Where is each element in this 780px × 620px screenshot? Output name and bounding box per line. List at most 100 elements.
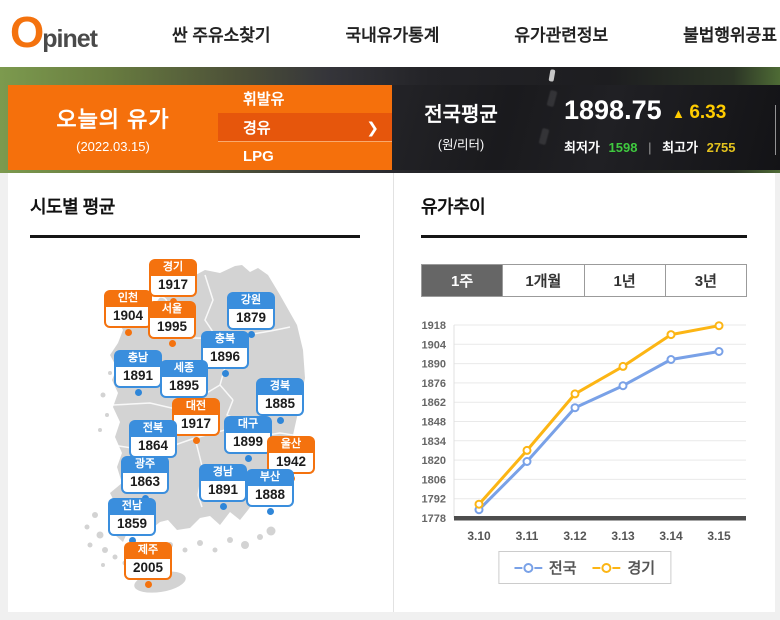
- region-price: 1895: [160, 377, 208, 398]
- region-price: 2005: [124, 559, 172, 580]
- svg-text:3.14: 3.14: [659, 529, 683, 543]
- price-trend-panel: 유가추이 1주 1개월 1년 3년 1918 1904 1890 1876 1862 1848 1…: [393, 173, 775, 612]
- fuel-tab-1[interactable]: 경유 ❯: [218, 112, 392, 142]
- map-region-marker: 부산 1888: [246, 469, 294, 515]
- nav-item-3[interactable]: 불법행위공표: [683, 26, 777, 45]
- legend-item-1: 경기: [592, 557, 655, 578]
- region-name: 경북: [256, 378, 304, 395]
- trend-tab-2[interactable]: 1년: [583, 265, 665, 296]
- trend-tab-0[interactable]: 1주: [422, 265, 503, 296]
- map-pin-dot: [192, 437, 200, 444]
- svg-text:1792: 1792: [422, 494, 446, 506]
- korea-map: 경기 1917 인천 1904 강원 1879 서울 1995 충북 1896 충남 1891 세종 18…: [8, 245, 393, 612]
- map-region-marker: 인천 1904: [104, 290, 152, 336]
- region-name: 인천: [104, 290, 152, 307]
- opinet-logo[interactable]: Opinet: [10, 8, 98, 58]
- svg-text:3.15: 3.15: [707, 529, 731, 543]
- price-change-badge: ▲ 6.33: [672, 102, 726, 124]
- national-average-label: 전국평균: [424, 104, 498, 126]
- trend-period-tabs: 1주 1개월 1년 3년: [421, 264, 747, 297]
- region-price: 1888: [246, 486, 294, 507]
- region-name: 전북: [129, 420, 177, 437]
- region-price: 1891: [114, 367, 162, 388]
- map-pin-dot: [244, 455, 252, 462]
- region-name: 강원: [227, 292, 275, 309]
- fuel-tab-0[interactable]: 휘발유: [218, 85, 392, 113]
- main-nav: 싼 주유소찾기 국내유가통계 유가관련정보 불법행위공표: [172, 0, 777, 67]
- lowest-price-label: 최저가: [564, 140, 600, 155]
- legend-marker-icon: [513, 562, 542, 573]
- range-divider: |: [648, 140, 652, 155]
- map-region-marker: 충북 1896: [201, 331, 249, 377]
- svg-text:1876: 1876: [422, 378, 446, 390]
- map-region-marker: 경남 1891: [199, 464, 247, 510]
- map-pin-dot: [266, 508, 274, 515]
- region-name: 울산: [267, 436, 315, 453]
- fuel-tab-label: LPG: [243, 147, 274, 165]
- chevron-right-icon: ❯: [366, 119, 379, 137]
- map-region-marker: 광주 1863: [121, 456, 169, 502]
- map-region-marker: 전북 1864: [129, 420, 177, 466]
- region-average-title: 시도별 평균: [30, 197, 115, 217]
- road-lane-dash: [538, 127, 550, 146]
- fuel-tab-label: 휘발유: [243, 91, 285, 109]
- svg-text:1904: 1904: [422, 339, 447, 351]
- region-price: 1896: [201, 348, 249, 369]
- map-region-marker: 전남 1859: [108, 498, 156, 544]
- region-name: 경남: [199, 464, 247, 481]
- fuel-tab-label: 경유: [243, 120, 271, 137]
- logo-o: O: [10, 8, 44, 57]
- title-underline: [421, 235, 747, 238]
- svg-text:1848: 1848: [422, 417, 446, 429]
- svg-text:3.11: 3.11: [516, 529, 539, 543]
- highest-price-label: 최고가: [662, 140, 698, 155]
- map-pin-dot: [124, 329, 132, 336]
- svg-text:1778: 1778: [422, 513, 446, 525]
- map-region-marker: 제주 2005: [124, 542, 172, 588]
- nav-item-1[interactable]: 국내유가통계: [345, 26, 440, 45]
- region-name: 경기: [149, 259, 197, 276]
- svg-text:3.10: 3.10: [467, 529, 491, 543]
- trend-tab-3[interactable]: 3년: [664, 265, 746, 296]
- svg-text:3.12: 3.12: [563, 529, 587, 543]
- map-pin-dot: [276, 417, 284, 424]
- region-name: 충북: [201, 331, 249, 348]
- map-region-marker: 강원 1879: [227, 292, 275, 338]
- logo-text: pinet: [42, 25, 98, 53]
- region-name: 서울: [148, 301, 196, 318]
- nav-item-0[interactable]: 싼 주유소찾기: [172, 26, 271, 45]
- region-price: 1995: [148, 318, 196, 339]
- road-lane-dash: [548, 69, 556, 82]
- todays-price-date: (2022.03.15): [76, 139, 150, 154]
- site-header: Opinet 싼 주유소찾기 국내유가통계 유가관련정보 불법행위공표: [0, 0, 780, 67]
- trend-chart: 1918 1904 1890 1876 1862 1848 1834 1820 1806 1792…: [422, 320, 746, 543]
- road-lane-dash: [546, 89, 558, 108]
- svg-text:1806: 1806: [422, 474, 446, 486]
- region-name: 대전: [172, 398, 220, 415]
- region-price: 1863: [121, 473, 169, 494]
- map-pin-dot: [144, 581, 152, 588]
- map-region-marker: 경북 1885: [256, 378, 304, 424]
- national-average-price: 1898.75: [564, 95, 662, 125]
- region-name: 충남: [114, 350, 162, 367]
- map-region-marker: 충남 1891: [114, 350, 162, 396]
- svg-text:3.13: 3.13: [611, 529, 635, 543]
- region-price: 1879: [227, 309, 275, 330]
- region-price: 1917: [172, 415, 220, 436]
- price-change-value: 6.33: [689, 102, 727, 123]
- svg-text:1834: 1834: [422, 436, 447, 448]
- region-price: 1899: [224, 433, 272, 454]
- map-pin-dot: [247, 331, 255, 338]
- region-name: 광주: [121, 456, 169, 473]
- trend-tab-1[interactable]: 1개월: [502, 265, 583, 296]
- svg-text:1862: 1862: [422, 397, 446, 409]
- fuel-tab-2[interactable]: LPG: [218, 141, 392, 170]
- map-region-marker: 세종 1895: [160, 360, 208, 406]
- nav-item-2[interactable]: 유가관련정보: [514, 26, 609, 45]
- triangle-up-icon: ▲: [672, 106, 685, 121]
- todays-price-box: 오늘의 유가 (2022.03.15): [8, 85, 218, 170]
- map-region-marker: 경기 1917: [149, 259, 197, 305]
- national-average-panel: 전국평균 (원/리터) 1898.75 ▲ 6.33 최저가 1598 | 최고…: [392, 85, 780, 170]
- map-pin-dot: [168, 340, 176, 347]
- region-price: 1904: [104, 307, 152, 328]
